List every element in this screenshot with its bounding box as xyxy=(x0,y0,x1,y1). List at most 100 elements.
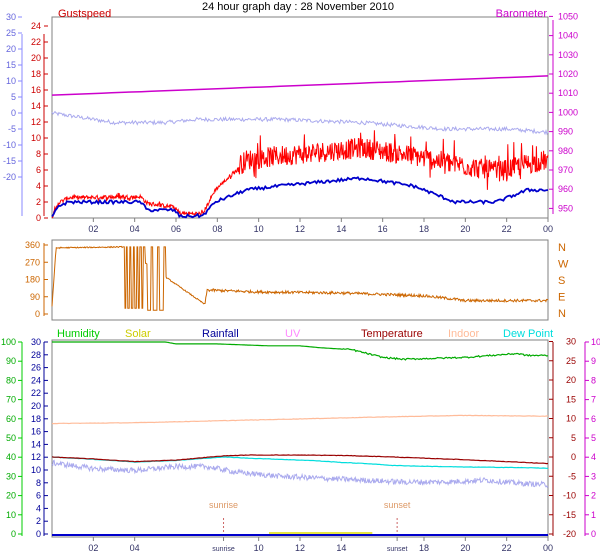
humidity-tick-label: 40 xyxy=(6,452,16,462)
gustspeed-label: Gustspeed xyxy=(58,8,111,20)
temp-left-tick-label: 30 xyxy=(31,337,41,347)
temp-right-tick-label: 10 xyxy=(566,414,576,424)
temp-left-tick-label: 6 xyxy=(36,491,41,501)
humidity-tick-label: 30 xyxy=(6,471,16,481)
temp-left-tick-label: 4 xyxy=(36,503,41,513)
direction-tick-label: 270 xyxy=(25,257,40,267)
temp-tick-label: -10 xyxy=(3,140,16,150)
gustspeed-series xyxy=(51,130,549,219)
legend-humidity: Humidity xyxy=(57,328,100,340)
temp-left-tick-label: 22 xyxy=(31,388,41,398)
x-tick-label: 18 xyxy=(419,543,429,553)
uv-tick-label: 9 xyxy=(591,356,596,366)
compass-label: W xyxy=(558,259,569,271)
temp-right-tick-label: 25 xyxy=(566,356,576,366)
wind-tick-label: 18 xyxy=(31,69,41,79)
temp-left-tick-label: 28 xyxy=(31,350,41,360)
humidity-tick-label: 90 xyxy=(6,356,16,366)
temperature-series-top xyxy=(51,110,549,136)
legend-uv: UV xyxy=(285,328,301,340)
x-tick-label: 00 xyxy=(543,543,553,553)
baro-tick-label: 1020 xyxy=(558,69,578,79)
legend-dew-point: Dew Point xyxy=(503,328,553,340)
x-tick-label: 14 xyxy=(336,224,346,234)
temp-right-tick-label: 20 xyxy=(566,375,576,385)
wind-tick-label: 0 xyxy=(36,213,41,223)
temp-right-tick-label: -5 xyxy=(568,471,576,481)
x-tick-label: 22 xyxy=(502,543,512,553)
wind-tick-label: 6 xyxy=(36,165,41,175)
legend-indoor: Indoor xyxy=(448,328,480,340)
x-tick-label: 04 xyxy=(130,543,140,553)
baro-tick-label: 1030 xyxy=(558,50,578,60)
temp-tick-label: 20 xyxy=(6,44,16,54)
wind-tick-label: 20 xyxy=(31,53,41,63)
x-tick-label: 14 xyxy=(336,543,346,553)
compass-label: N xyxy=(558,242,566,254)
panel-3-frame xyxy=(51,339,549,538)
baro-tick-label: 990 xyxy=(558,127,573,137)
temp-tick-label: -5 xyxy=(8,124,16,134)
temp-left-tick-label: 12 xyxy=(31,452,41,462)
temp-right-tick-label: -20 xyxy=(563,529,576,539)
direction-tick-label: 90 xyxy=(30,292,40,302)
temp-left-tick-label: 26 xyxy=(31,363,41,373)
baro-tick-label: 960 xyxy=(558,184,573,194)
x-tick-label: 22 xyxy=(502,224,512,234)
humidity-tick-label: 20 xyxy=(6,491,16,501)
dew-point-series xyxy=(51,456,548,469)
panel-2-frame xyxy=(51,239,549,321)
sunset-label: sunset xyxy=(384,500,411,510)
x-tick-label: 20 xyxy=(460,543,470,553)
direction-tick-label: 0 xyxy=(35,309,40,319)
barometer-label: Barometer xyxy=(496,8,548,20)
baro-tick-label: 970 xyxy=(558,165,573,175)
uv-tick-label: 2 xyxy=(591,491,596,501)
uv-tick-label: 6 xyxy=(591,414,596,424)
uv-tick-label: 10 xyxy=(591,337,600,347)
compass-label: N xyxy=(558,308,566,320)
humidity-tick-label: 60 xyxy=(6,414,16,424)
temp-right-tick-label: -10 xyxy=(563,491,576,501)
legend-solar: Solar xyxy=(125,328,151,340)
uv-tick-label: 3 xyxy=(591,471,596,481)
uv-tick-label: 1 xyxy=(591,510,596,520)
temp-left-tick-label: 24 xyxy=(31,375,41,385)
uv-tick-label: 5 xyxy=(591,433,596,443)
x-tick-label: sunrise xyxy=(212,546,235,553)
temp-right-tick-label: 0 xyxy=(571,452,576,462)
x-tick-label: 10 xyxy=(254,543,264,553)
x-tick-label: 12 xyxy=(295,224,305,234)
x-tick-label: 02 xyxy=(88,543,98,553)
wind-tick-label: 16 xyxy=(31,85,41,95)
baro-tick-label: 1010 xyxy=(558,88,578,98)
wind-tick-label: 10 xyxy=(31,133,41,143)
wind-tick-label: 24 xyxy=(31,21,41,31)
temp-left-tick-label: 20 xyxy=(31,401,41,411)
temp-left-tick-label: 18 xyxy=(31,414,41,424)
temp-right-tick-label: 5 xyxy=(571,433,576,443)
wind-tick-label: 8 xyxy=(36,149,41,159)
temp-tick-label: 0 xyxy=(11,108,16,118)
temp-tick-label: 15 xyxy=(6,60,16,70)
baro-tick-label: 1000 xyxy=(558,107,578,117)
baro-tick-label: 950 xyxy=(558,203,573,213)
temp-left-tick-label: 10 xyxy=(31,465,41,475)
temp-left-tick-label: 8 xyxy=(36,478,41,488)
temp-right-tick-label: 15 xyxy=(566,394,576,404)
humidity-tick-label: 80 xyxy=(6,375,16,385)
temp-tick-label: 25 xyxy=(6,28,16,38)
compass-label: E xyxy=(558,292,565,304)
temp-right-tick-label: -15 xyxy=(563,510,576,520)
uv-tick-label: 4 xyxy=(591,452,596,462)
humidity-tick-label: 50 xyxy=(6,433,16,443)
indoor-series xyxy=(51,414,548,425)
temp-left-tick-label: 14 xyxy=(31,439,41,449)
temp-left-tick-label: 2 xyxy=(36,516,41,526)
direction-tick-label: 180 xyxy=(25,275,40,285)
legend-rainfall: Rainfall xyxy=(202,328,239,340)
legend-temperature: Temperature xyxy=(361,328,423,340)
x-tick-label: 04 xyxy=(130,224,140,234)
temp-tick-label: -15 xyxy=(3,156,16,166)
